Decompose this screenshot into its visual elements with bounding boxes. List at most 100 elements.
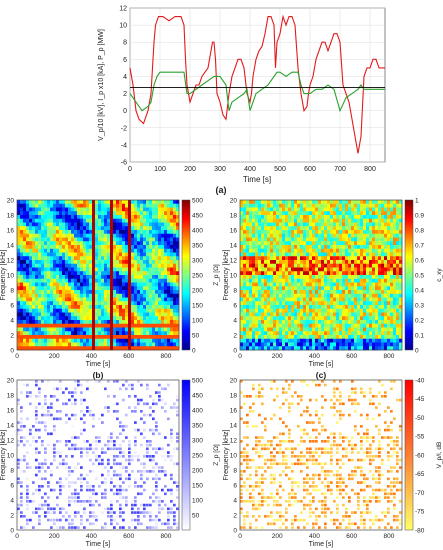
heatmap-cell: [29, 338, 33, 343]
heatmap-cell: [306, 286, 310, 291]
heatmap-cell: [107, 248, 111, 253]
heatmap-cell: [47, 233, 51, 238]
heatmap-cell: [56, 207, 60, 212]
heatmap-cell: [258, 207, 262, 212]
heatmap-cell: [155, 346, 159, 351]
heatmap-cell: [80, 391, 83, 394]
heatmap-cell: [92, 293, 96, 298]
heatmap-cell: [288, 271, 292, 276]
heatmap-cell: [92, 447, 95, 451]
heatmap-cell: [342, 215, 346, 220]
heatmap-cell: [38, 241, 42, 246]
heatmap-cell: [74, 413, 77, 417]
heatmap-cell: [276, 226, 280, 231]
heatmap-cell: [309, 305, 313, 310]
heatmap-cell: [131, 207, 135, 212]
heatmap-cell: [50, 312, 54, 317]
heatmap-cell: [143, 338, 147, 343]
heatmap-cell: [74, 417, 77, 421]
heatmap-cell: [164, 346, 168, 351]
heatmap-cell: [101, 301, 105, 306]
heatmap-cell: [137, 323, 141, 328]
heatmap-cell: [32, 305, 36, 310]
heatmap-cell: [318, 207, 322, 212]
heatmap-cell: [396, 297, 400, 302]
heatmap-cell: [38, 316, 42, 321]
heatmap-cell: [56, 451, 59, 454]
heatmap-cell: [128, 485, 131, 488]
heatmap-cell: [107, 207, 111, 212]
heatmap-cell: [98, 417, 101, 421]
heatmap-cell: [390, 320, 394, 325]
heatmap-cell: [261, 320, 265, 325]
heatmap-cell: [240, 301, 244, 306]
heatmap-cell: [333, 222, 337, 227]
heatmap-cell: [113, 455, 116, 458]
heatmap-cell: [101, 451, 104, 454]
heatmap-cell: [35, 395, 38, 398]
heatmap-cell: [375, 222, 379, 227]
heatmap-cell: [65, 323, 69, 328]
heatmap-cell: [285, 305, 289, 310]
heatmap-cell: [273, 248, 277, 253]
heatmap-cell: [80, 451, 83, 454]
heatmap-cell: [101, 312, 105, 317]
heatmap-cell: [134, 207, 138, 212]
heatmap-cell: [53, 425, 56, 428]
heatmap-cell: [119, 335, 123, 340]
heatmap-cell: [315, 241, 319, 246]
heatmap-cell: [152, 327, 156, 332]
heatmap-cell: [387, 256, 391, 261]
heatmap-cell: [92, 230, 96, 235]
heatmap-cell: [131, 320, 135, 325]
heatmap-cell: [294, 207, 298, 212]
heatmap-cell: [324, 286, 328, 291]
heatmap-cell: [288, 237, 292, 242]
heatmap-cell: [86, 218, 90, 223]
heatmap-cell: [176, 447, 179, 451]
heatmap-cell: [143, 335, 147, 340]
plot-area-a: [129, 7, 386, 163]
heatmap-cell: [95, 301, 99, 306]
heatmap-cell: [288, 203, 292, 208]
heatmap-cell: [270, 245, 274, 250]
heatmap-cell: [62, 226, 66, 231]
heatmap-cell: [122, 267, 126, 272]
heatmap-cell: [47, 331, 51, 336]
heatmap-cell: [318, 211, 322, 216]
heatmap-cell: [273, 323, 277, 328]
heatmap-cell: [119, 301, 123, 306]
heatmap-cell: [140, 252, 144, 257]
heatmap-cell: [354, 293, 358, 298]
heatmap-cell: [47, 263, 51, 268]
heatmap-cell: [246, 271, 250, 276]
heatmap-cell: [146, 218, 150, 223]
heatmap-cell: [38, 293, 42, 298]
heatmap-cell: [98, 290, 102, 295]
heatmap-cell: [339, 211, 343, 216]
heatmap-cell: [387, 327, 391, 332]
heatmap-cell: [327, 290, 331, 295]
heatmap-cell: [41, 462, 44, 466]
heatmap-cell: [113, 410, 116, 413]
heatmap-cell: [50, 305, 54, 310]
heatmap-cell: [384, 297, 388, 302]
heatmap-cell: [110, 327, 114, 332]
heatmap-cell: [161, 436, 164, 439]
heatmap-cell: [252, 267, 256, 272]
heatmap-cell: [32, 200, 36, 205]
heatmap-cell: [89, 342, 93, 347]
heatmap-cell: [300, 338, 304, 343]
heatmap-cell: [339, 267, 343, 272]
heatmap-cell: [125, 252, 129, 257]
heatmap-cell: [62, 200, 66, 205]
heatmap-cell: [20, 421, 23, 424]
heatmap-cell: [336, 241, 340, 246]
heatmap-cell: [249, 260, 253, 265]
heatmap-cell: [122, 290, 126, 295]
heatmap-cell: [32, 256, 36, 261]
heatmap-cell: [252, 203, 256, 208]
heatmap-cell: [137, 312, 141, 317]
heatmap-cell: [279, 211, 283, 216]
